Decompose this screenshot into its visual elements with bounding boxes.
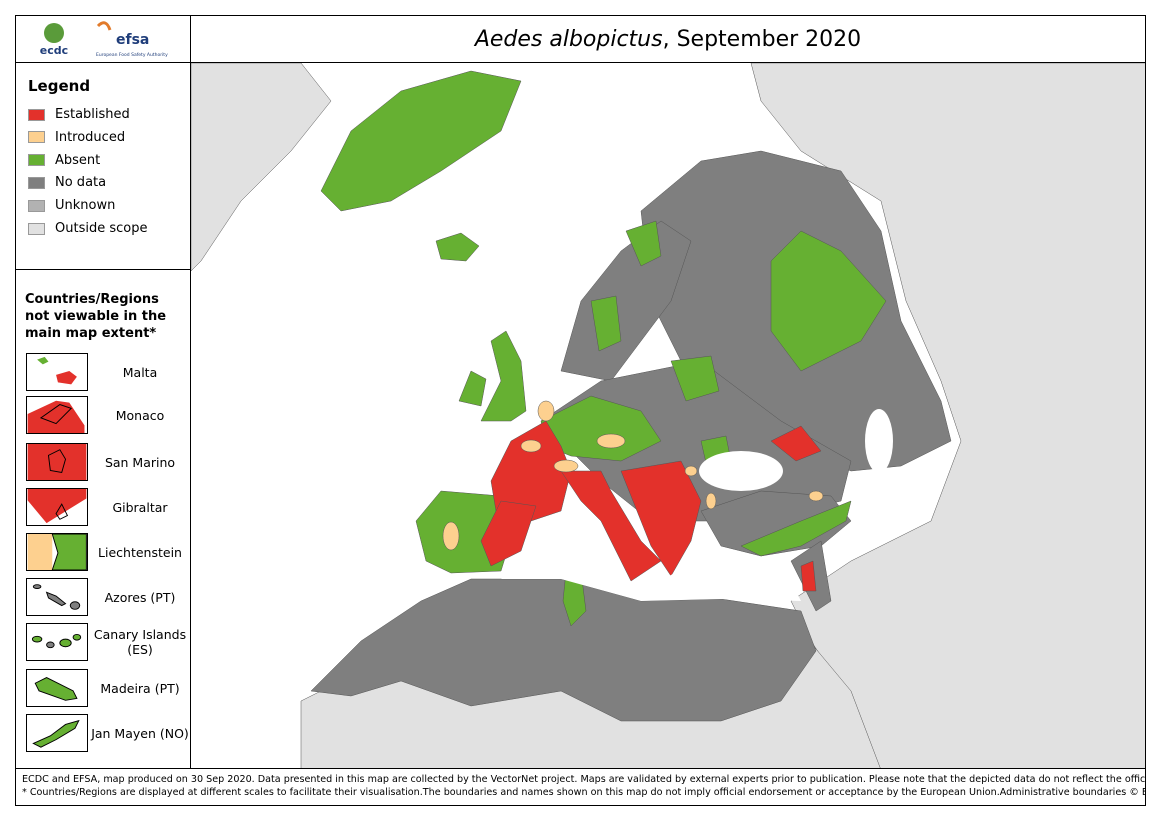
inset-box — [26, 714, 88, 752]
footer-line: ECDC and EFSA, map produced on 30 Sep 20… — [22, 774, 1146, 785]
footer-line: * Countries/Regions are displayed at dif… — [22, 787, 1146, 798]
legend-item: Unknown — [28, 198, 115, 213]
inset-shape — [32, 584, 81, 610]
established — [480, 420, 822, 592]
inset-box — [26, 353, 88, 391]
inset-shape — [27, 444, 87, 480]
map — [191, 63, 1145, 768]
legend-item: Outside scope — [28, 221, 147, 236]
legend-swatch — [28, 131, 45, 144]
inset-box — [26, 669, 88, 707]
logos: ecdc efsa European Food Safety Authority — [40, 21, 168, 58]
title-box: Aedes albopictus, September 2020 — [190, 15, 1146, 63]
inset-shape — [31, 633, 82, 649]
inset-box — [26, 623, 88, 661]
introduced — [442, 400, 824, 551]
legend-panel: Legend Countries/Regions not viewable in… — [15, 62, 191, 769]
footer: ECDC and EFSA, map produced on 30 Sep 20… — [15, 768, 1146, 806]
efsa-subtitle: European Food Safety Authority — [96, 52, 168, 58]
inset-label: Canary Islands (ES) — [93, 627, 187, 657]
legend-item: Established — [28, 107, 130, 122]
legend-item: Introduced — [28, 130, 125, 145]
ecdc-logo: ecdc — [40, 44, 68, 57]
legend-item: Absent — [28, 153, 100, 168]
inset-box — [26, 443, 88, 481]
legend-item: No data — [28, 175, 106, 190]
legend-label: No data — [55, 175, 107, 191]
absent — [320, 70, 887, 627]
inset-box — [26, 396, 88, 434]
legend-label: Outside scope — [55, 221, 148, 236]
legend-swatch — [28, 108, 45, 121]
legend-swatch — [28, 199, 45, 212]
legend-label: Absent — [55, 152, 101, 168]
inset-shape — [27, 533, 87, 571]
efsa-mark — [96, 21, 112, 31]
logo-box: ecdc efsa European Food Safety Authority — [15, 15, 191, 63]
inset-label: Madeira (PT) — [100, 680, 180, 696]
inset-box — [26, 488, 88, 526]
seas — [501, 409, 893, 601]
inset-label: San Marino — [104, 454, 176, 470]
title-species: Aedes albopictus — [474, 26, 663, 52]
inset-label: Gibraltar — [112, 499, 168, 515]
inset-box — [26, 578, 88, 616]
legend-label: Introduced — [55, 129, 126, 145]
legend-title: Legend — [28, 77, 91, 95]
inset-shape — [37, 356, 77, 385]
inset-shape — [27, 400, 85, 433]
inset-shape — [34, 677, 78, 701]
inset-label: Malta — [122, 364, 158, 380]
inset-shape — [27, 489, 87, 524]
inset-label: Liechtenstein — [98, 544, 182, 560]
inset-label: Monaco — [115, 407, 165, 423]
map-frame — [190, 62, 1146, 769]
title-date: , September 2020 — [662, 26, 862, 52]
legend-swatch — [28, 222, 45, 235]
legend-swatch — [28, 154, 45, 167]
inset-label: Jan Mayen (NO) — [91, 725, 189, 741]
ecdc-globe — [44, 23, 64, 43]
insets-title: Countries/Regions not viewable in the ma… — [25, 292, 167, 341]
inset-label: Azores (PT) — [104, 589, 176, 605]
efsa-logo: efsa — [116, 32, 149, 48]
inset-box — [26, 533, 88, 571]
legend-swatch — [28, 176, 45, 189]
divider — [16, 269, 190, 270]
inset-shape — [32, 719, 80, 748]
legend-label: Established — [55, 107, 130, 122]
legend-label: Unknown — [55, 198, 116, 214]
